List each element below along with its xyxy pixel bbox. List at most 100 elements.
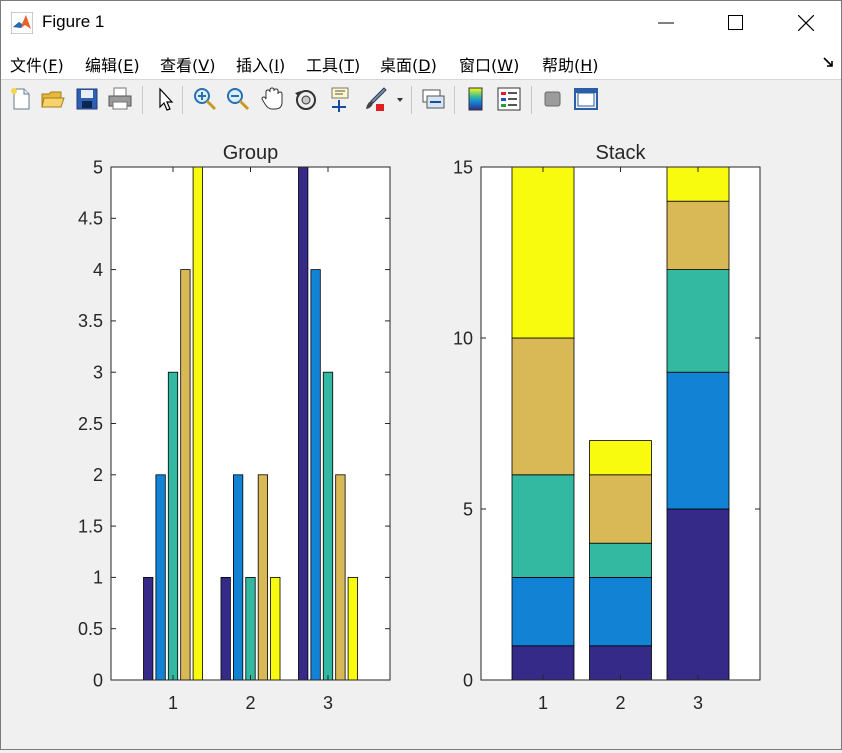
new-figure-icon[interactable] (7, 85, 35, 113)
stacked-bar-segment (511, 337, 575, 476)
stacked-bar-segment (666, 508, 730, 681)
menu-window[interactable]: 窗口(W) (459, 56, 520, 75)
chart-title: Group (223, 142, 279, 164)
open-file-icon[interactable] (39, 85, 67, 113)
menu-help[interactable]: 帮助(H) (542, 56, 599, 75)
bar (167, 371, 179, 681)
print-icon[interactable] (106, 85, 134, 113)
chart-title: Stack (595, 142, 646, 164)
stacked-bar-segment (589, 645, 652, 681)
close-button[interactable] (771, 1, 841, 45)
minimize-icon (658, 22, 674, 24)
x-tick-label: 3 (693, 693, 703, 713)
stacked-bar-segment (589, 542, 652, 578)
select-pointer-icon[interactable] (151, 85, 179, 113)
x-tick-label: 3 (323, 693, 333, 713)
y-tick-label: 3.5 (78, 311, 103, 331)
brush-dropdown-icon[interactable] (394, 85, 406, 113)
x-tick-label: 1 (168, 693, 178, 713)
stacked-bar-segment (511, 576, 575, 647)
toolbar-separator (182, 86, 183, 114)
menu-bar: 文件(F) 编辑(E) 查看(V) 插入(I) 工具(T) 桌面(D) 窗口(W… (1, 45, 841, 79)
stacked-bar-segment (589, 474, 652, 544)
bar (220, 576, 231, 681)
bar (270, 576, 281, 681)
legend-icon[interactable] (495, 85, 523, 113)
plot-canvas: 0 0.5 1 1.5 2 2.5 3 3.5 4 4.5 5 1 2 3 Group 0 5 10 15 1 2 3 St… (78, 142, 761, 713)
bar (143, 576, 154, 681)
stacked-bar-segment (666, 166, 730, 202)
y-tick-label: 10 (453, 328, 473, 348)
stacked-bar-segment (511, 645, 575, 681)
bar (180, 269, 191, 681)
y-tick-label: 2 (93, 465, 103, 485)
toolbar-separator (454, 86, 455, 114)
colorbar-icon[interactable] (462, 85, 490, 113)
y-tick-label: 0.5 (78, 619, 103, 639)
y-tick-label: 0 (93, 670, 103, 690)
figure-toolbar (1, 79, 841, 121)
bar (192, 166, 203, 681)
y-tick-label: 0 (463, 670, 473, 690)
maximize-button[interactable] (701, 1, 771, 45)
bar (335, 474, 346, 681)
rotate-3d-icon[interactable] (292, 85, 320, 113)
y-tick-label: 4 (93, 260, 103, 280)
save-icon[interactable] (73, 85, 101, 113)
brush-icon[interactable] (360, 85, 388, 113)
maximize-icon (728, 15, 743, 30)
x-tick-label: 1 (538, 693, 548, 713)
y-tick-label: 4.5 (78, 209, 103, 229)
y-tick-label: 3 (93, 363, 103, 383)
menu-file[interactable]: 文件(F) (10, 56, 64, 75)
axes-group (110, 166, 391, 681)
toolbar-separator (142, 86, 143, 114)
x-tick-label: 2 (245, 693, 255, 713)
y-tick-label: 2.5 (78, 414, 103, 434)
matlab-logo-icon (11, 12, 33, 34)
zoom-out-icon[interactable] (224, 85, 252, 113)
bar (155, 474, 166, 681)
close-icon (798, 15, 814, 31)
stacked-bar-segment (511, 474, 575, 578)
minimize-button[interactable] (631, 1, 701, 45)
stacked-bar-segment (511, 166, 575, 339)
y-tick-label: 5 (463, 499, 473, 519)
zoom-in-icon[interactable] (191, 85, 219, 113)
bar (310, 269, 321, 681)
stacked-bar-segment (666, 269, 730, 373)
y-tick-label: 5 (93, 157, 103, 177)
x-tick-label: 2 (615, 693, 625, 713)
menu-desktop[interactable]: 桌面(D) (380, 56, 437, 75)
link-plot-icon[interactable] (419, 85, 447, 113)
y-tick-label: 1 (93, 568, 103, 588)
hide-plot-tools-icon[interactable] (539, 85, 567, 113)
toolbar-separator (531, 86, 532, 114)
title-bar[interactable]: Figure 1 (1, 1, 841, 45)
bar (257, 474, 269, 681)
window-title: Figure 1 (42, 12, 105, 31)
stacked-bar-segment (666, 200, 730, 270)
pan-hand-icon[interactable] (258, 85, 286, 113)
show-plot-tools-icon[interactable] (572, 85, 600, 113)
dock-arrow-icon[interactable] (823, 57, 835, 69)
y-tick-label: 1.5 (78, 516, 103, 536)
stacked-bar-segment (589, 440, 652, 476)
stacked-bar-segment (666, 371, 730, 510)
bar (232, 474, 244, 681)
menu-edit[interactable]: 编辑(E) (85, 56, 140, 75)
stacked-bar-segment (589, 576, 652, 647)
bar (322, 371, 334, 681)
bar (298, 166, 309, 681)
y-tick-label: 15 (453, 157, 473, 177)
menu-tools[interactable]: 工具(T) (306, 56, 361, 75)
bar (245, 576, 256, 681)
toolbar-separator (411, 86, 412, 114)
bar (347, 576, 358, 681)
figure-canvas: 0 0.5 1 1.5 2 2.5 3 3.5 4 4.5 5 1 2 3 Group 0 5 10 15 1 2 3 St… (1, 120, 841, 749)
menu-view[interactable]: 查看(V) (160, 56, 216, 75)
data-cursor-icon[interactable] (326, 85, 354, 113)
menu-insert[interactable]: 插入(I) (236, 56, 286, 75)
axes-stack (480, 166, 761, 681)
